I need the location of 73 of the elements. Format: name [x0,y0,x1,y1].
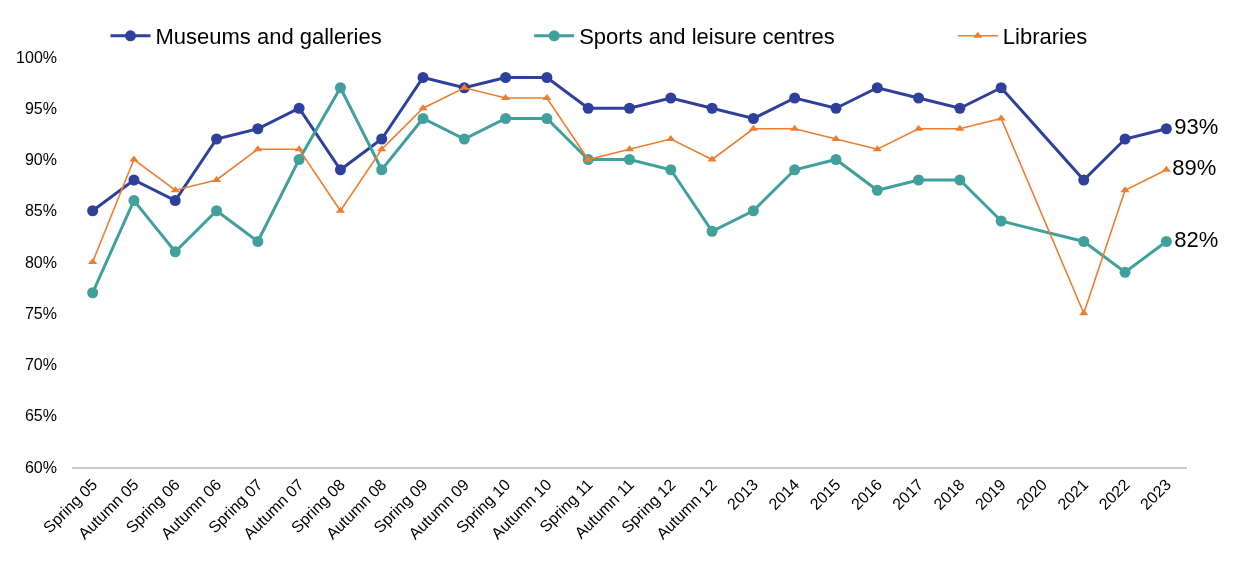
point [1119,266,1131,278]
y-tick-label: 95% [24,99,57,117]
data-label: 82% [1174,227,1219,252]
y-tick-label: 70% [24,356,57,374]
point [830,154,842,165]
point [293,154,305,165]
point [459,83,469,90]
point [169,246,181,258]
point [293,102,305,114]
legend-label: Libraries [1002,24,1088,50]
point [170,186,180,193]
point [1160,236,1172,247]
point [582,102,594,114]
point [1161,165,1171,172]
point [500,113,512,124]
point [541,113,553,124]
point [334,82,346,94]
point [871,82,883,94]
point [169,195,181,206]
point [747,113,759,124]
point [789,164,801,176]
y-tick-label: 65% [24,407,57,425]
point [995,82,1007,94]
point [871,184,883,196]
point [417,113,429,124]
point [913,92,925,104]
point [706,102,718,114]
point [624,154,635,165]
point [87,287,99,299]
y-tick-label: 75% [24,304,57,322]
point [954,174,966,186]
point [129,155,139,162]
y-tick-label: 60% [24,458,57,476]
y-tick-label: 90% [24,151,57,169]
y-tick-label: 80% [24,253,57,271]
point [211,205,223,217]
y-tick-label: 85% [24,202,57,220]
point [211,133,223,145]
point [747,205,759,217]
point [252,236,264,247]
point [1078,174,1090,186]
point [334,164,346,176]
point [830,102,842,114]
point [500,72,512,83]
legend-label: Museums and galleries [155,24,382,50]
y-tick-label: 100% [16,48,57,66]
point [996,114,1006,121]
point [87,205,99,217]
point [954,102,966,114]
data-label: 89% [1172,155,1217,181]
legend-label: Sports and leisure centres [579,24,835,50]
point [995,215,1007,227]
point [376,133,388,145]
point [1160,123,1172,135]
data-label: 93% [1174,114,1219,140]
point [128,174,140,186]
point [252,123,264,135]
point [706,225,718,237]
point [707,155,717,162]
point [541,72,553,83]
point [376,164,388,176]
point [624,102,635,114]
point [128,195,140,206]
point [665,164,677,176]
point [789,92,801,104]
point [1119,133,1131,145]
point [665,92,677,104]
point [458,133,470,145]
point [790,124,800,131]
point [913,174,925,186]
point [955,124,965,131]
point [1078,236,1090,247]
point [417,72,429,83]
